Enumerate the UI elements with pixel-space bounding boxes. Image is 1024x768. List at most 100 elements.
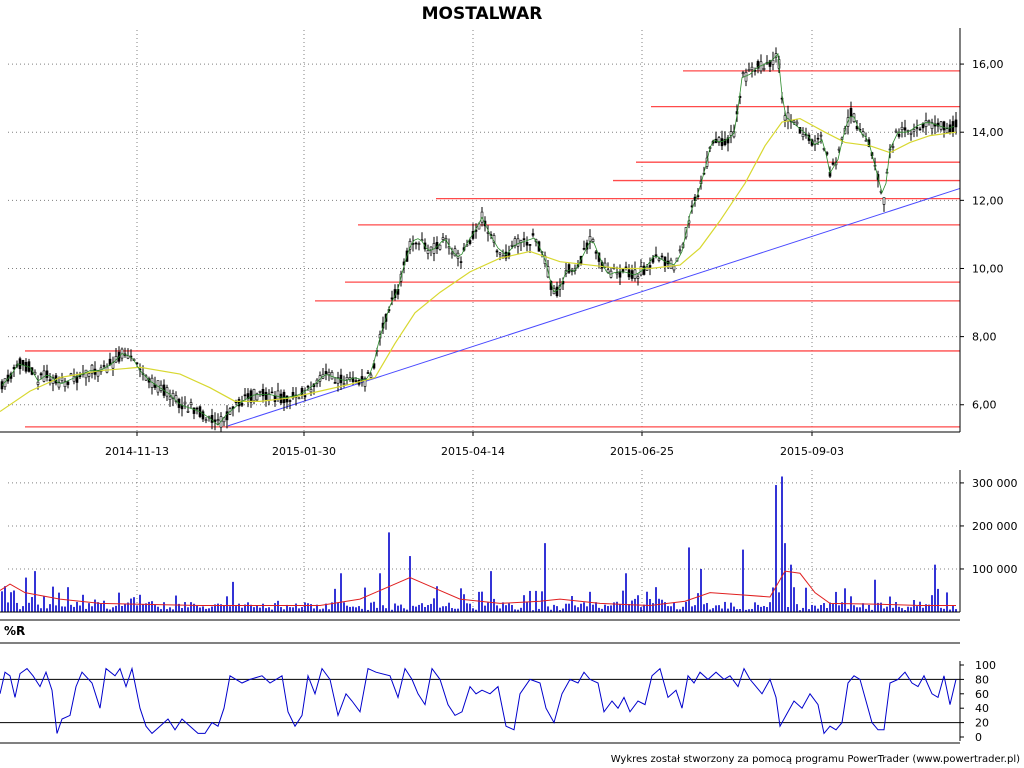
candle-body [210,415,214,423]
date-tick-label: 2015-04-14 [441,445,505,458]
candle-body [186,410,190,413]
candle-body [900,126,904,131]
candle-body [225,411,229,421]
williams-r-tick-label: 20 [975,717,989,730]
candle-body [771,59,775,65]
candle-body [237,399,241,407]
candle-body [330,372,334,380]
candle-body [342,383,346,386]
candle-body [603,262,607,268]
candle-body [762,68,766,70]
ma-line [0,117,957,413]
candle-body [672,265,676,271]
candle-body [87,373,91,377]
candle-body [723,139,727,146]
candle-body [798,127,802,134]
williams-r-tick-label: 80 [975,673,989,686]
candle-body [264,391,268,400]
candle-body [594,251,598,254]
candle-body [636,276,640,279]
candle-body [414,242,418,245]
candle-body [453,248,457,257]
williams-r-tick-label: 60 [975,688,989,701]
candle-body [459,261,463,263]
candle-body [642,265,646,275]
candle-body [831,162,835,165]
candle-body [39,373,43,376]
candle-body [90,364,94,374]
candle-body [183,401,187,405]
candle-body [267,393,271,401]
candle-body [33,371,37,375]
candle-body [426,250,430,254]
candle-body [60,377,64,381]
candle-body [624,266,628,269]
candle-body [918,128,922,131]
candle-body [897,133,901,137]
price-candles [0,47,958,432]
candle-body [525,241,529,246]
volume-avg-line [0,570,956,607]
candle-body [300,388,304,396]
candle-body [336,377,340,384]
price-grid [8,30,960,432]
indicator-label: %R [4,624,25,638]
candle-body [216,419,220,421]
candle-body [513,238,517,246]
candle-body [18,358,22,370]
candle-body [588,236,592,242]
credit-text: Wykres został stworzony za pomocą progra… [611,754,1020,765]
candle-body [204,419,208,422]
candle-body [660,255,664,258]
candle-body [57,381,61,388]
candle-body [468,240,472,244]
candle-body [849,108,853,117]
candle-body [618,271,622,278]
candle-body [297,397,301,400]
williams-r-tick-label: 40 [975,702,989,715]
candle-body [333,382,337,384]
candle-body [678,249,682,252]
date-tick-label: 2015-09-03 [780,445,844,458]
candle-body [909,132,913,135]
candle-body [273,395,277,402]
candle-body [939,121,943,130]
candle-body [24,361,28,372]
candle-body [837,148,841,151]
date-tick-label: 2015-06-25 [610,445,674,458]
williams-r-grid [0,678,960,724]
candle-body [816,137,820,140]
candle-body [324,371,328,375]
candle-body [306,385,310,388]
candle-body [582,248,586,250]
candle-body [48,379,52,382]
candle-body [243,394,247,397]
candle-body [258,390,262,393]
candle-body [531,233,535,236]
candle-body [750,66,754,71]
candle-body [498,252,502,255]
volume-tick-label: 100 000 [972,563,1018,576]
candle-body [291,392,295,399]
price-panel: 6,00 8,00 10,00 12,00 14,00 16,00 2014-11-13 20… [0,28,1004,458]
candle-body [441,237,445,240]
candle-body [516,238,520,247]
candle-body [924,120,928,127]
short-ma-line [1,52,955,426]
candle-body [768,60,772,67]
candle-body [927,120,931,123]
date-tick-label: 2015-01-30 [272,445,336,458]
candle-body [882,197,886,205]
price-tick-label: 8,00 [972,331,997,344]
candle-body [945,128,949,133]
candle-body [417,243,421,245]
candle-body [66,381,70,385]
candle-body [819,134,823,137]
chart-title: MOSTALWAR [422,4,543,24]
candle-body [438,244,442,250]
candle-body [567,264,571,273]
price-tick-label: 10,00 [972,262,1004,275]
support-lines [25,70,960,428]
